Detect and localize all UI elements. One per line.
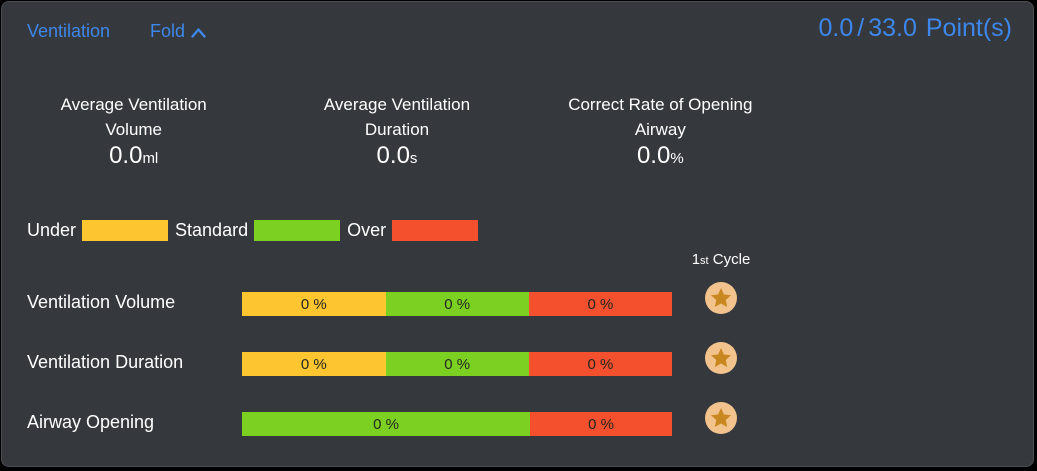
star-rating-icon <box>705 342 737 374</box>
stacked-bar: 0 % 0 % 0 % <box>242 352 672 376</box>
row-label: Airway Opening <box>27 412 155 432</box>
score-display: 0.0 / 33.0 Point(s) <box>818 14 1012 43</box>
score-separator: / <box>857 14 865 42</box>
bar-segment-standard: 0 % <box>385 352 529 376</box>
stat-label-line1: Correct Rate of Opening <box>568 95 753 114</box>
bar-segment-over: 0 % <box>528 292 672 316</box>
panel-title: Ventilation <box>27 21 111 41</box>
bar-segment-standard: 0 % <box>385 292 529 316</box>
score-total: 33.0 <box>868 14 917 42</box>
legend-swatch-over <box>392 220 479 241</box>
stat-label-line2: Volume <box>105 120 163 139</box>
bar-segment-standard: 0 % <box>242 412 531 436</box>
bar-row-ventilation-volume: Ventilation Volume 0 % 0 % 0 % <box>2 282 1033 318</box>
row-label: Ventilation Duration <box>27 352 184 372</box>
stacked-bar: 0 % 0 % <box>242 412 672 436</box>
bar-segment-over: 0 % <box>528 352 672 376</box>
bar-row-ventilation-duration: Ventilation Duration 0 % 0 % 0 % <box>2 342 1033 378</box>
stat-average-ventilation-duration: Average Ventilation Duration 0.0s <box>265 92 528 172</box>
summary-stats: Average Ventilation Volume 0.0ml Average… <box>2 92 792 172</box>
bar-segment-under: 0 % <box>242 352 386 376</box>
legend-label-over: Over <box>347 220 387 240</box>
cycle-column-header: 1st Cycle <box>691 251 751 268</box>
stat-unit: s <box>409 150 418 167</box>
fold-button[interactable]: Fold <box>150 21 207 42</box>
stat-label-line1: Average Ventilation <box>323 95 471 114</box>
star-rating-icon <box>705 402 737 434</box>
fold-button-label: Fold <box>150 21 186 41</box>
stat-value: 0.0s <box>376 142 418 169</box>
stat-unit: ml <box>142 150 159 167</box>
star-rating-icon <box>705 282 737 314</box>
stat-average-ventilation-volume: Average Ventilation Volume 0.0ml <box>2 92 265 172</box>
bar-legend: Under Standard Over <box>27 220 485 241</box>
score-unit: Point(s) <box>925 14 1012 42</box>
stat-label-line1: Average Ventilation <box>60 95 207 114</box>
ordinal-suffix: st <box>700 255 709 267</box>
bar-segment-over: 0 % <box>530 412 672 436</box>
stat-unit: % <box>670 150 684 167</box>
stat-value: 0.0ml <box>109 142 159 169</box>
legend-swatch-standard <box>254 220 341 241</box>
stacked-bar: 0 % 0 % 0 % <box>242 292 672 316</box>
stat-label-line2: Airway <box>634 120 686 139</box>
stat-label-line2: Duration <box>364 120 430 139</box>
bar-segment-under: 0 % <box>242 292 386 316</box>
legend-label-standard: Standard <box>175 220 249 240</box>
score-earned: 0.0 <box>818 14 854 42</box>
stat-value: 0.0% <box>636 142 684 169</box>
row-label: Ventilation Volume <box>27 292 176 312</box>
legend-swatch-under <box>82 220 169 241</box>
stat-correct-rate-airway: Correct Rate of Opening Airway 0.0% <box>529 92 792 172</box>
bar-row-airway-opening: Airway Opening 0 % 0 % <box>2 402 1033 438</box>
legend-label-under: Under <box>27 220 77 240</box>
chevron-up-icon <box>190 25 207 39</box>
